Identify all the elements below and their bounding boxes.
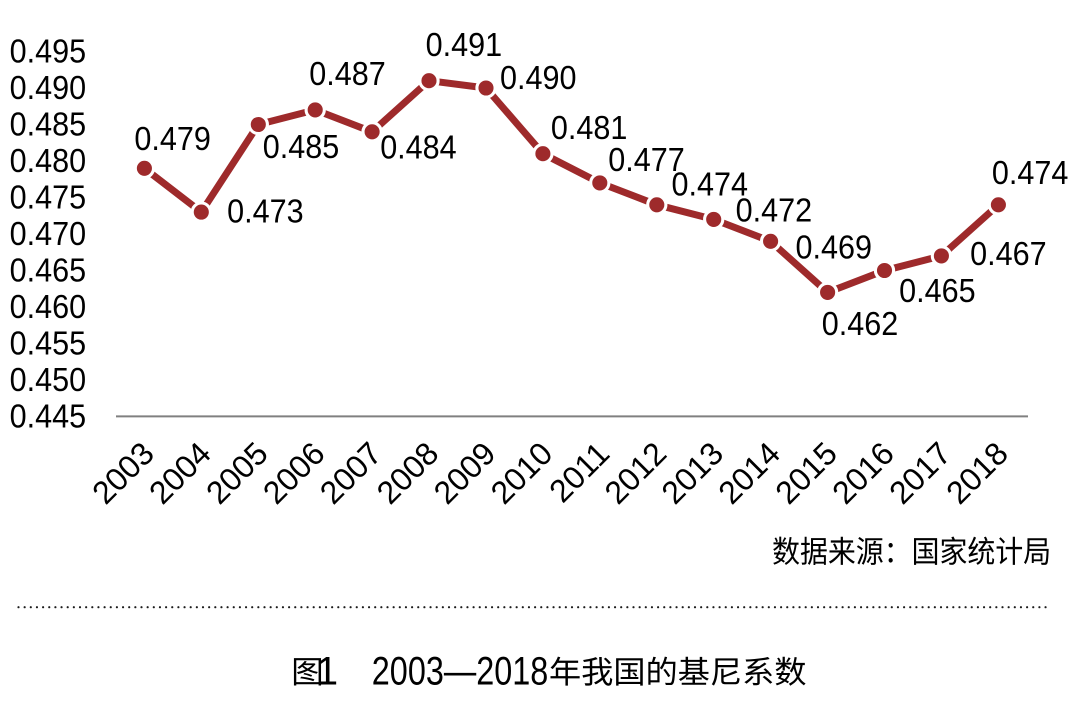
svg-text:0.445: 0.445 [10, 398, 87, 435]
svg-text:0.487: 0.487 [309, 55, 386, 92]
svg-text:0.460: 0.460 [10, 288, 87, 325]
svg-text:0.479: 0.479 [134, 120, 211, 157]
svg-text:0.467: 0.467 [970, 235, 1047, 272]
svg-text:0.472: 0.472 [736, 192, 813, 229]
svg-text:0.475: 0.475 [10, 179, 87, 216]
svg-text:0.484: 0.484 [380, 129, 457, 166]
svg-text:0.470: 0.470 [10, 215, 87, 252]
svg-text:2003—2018: 2003—2018 [372, 650, 549, 694]
svg-text:0.485: 0.485 [10, 106, 87, 143]
svg-text:0.477: 0.477 [608, 141, 685, 178]
svg-text:1: 1 [316, 650, 338, 694]
svg-text:0.485: 0.485 [263, 128, 340, 165]
svg-text:0.469: 0.469 [796, 229, 873, 266]
svg-text:0.450: 0.450 [10, 361, 87, 398]
svg-text:0.474: 0.474 [672, 165, 749, 202]
svg-text:0.480: 0.480 [10, 142, 87, 179]
svg-text:0.474: 0.474 [992, 154, 1069, 191]
svg-text:0.465: 0.465 [899, 272, 976, 309]
svg-text:0.495: 0.495 [10, 33, 87, 70]
svg-text:0.490: 0.490 [500, 59, 577, 96]
svg-text:0.465: 0.465 [10, 252, 87, 289]
svg-text:0.455: 0.455 [10, 325, 87, 362]
svg-text:0.491: 0.491 [426, 26, 503, 63]
svg-text:0.481: 0.481 [551, 109, 628, 146]
svg-text:0.473: 0.473 [227, 193, 304, 230]
svg-text:0.490: 0.490 [10, 69, 87, 106]
svg-text:0.462: 0.462 [822, 305, 899, 342]
